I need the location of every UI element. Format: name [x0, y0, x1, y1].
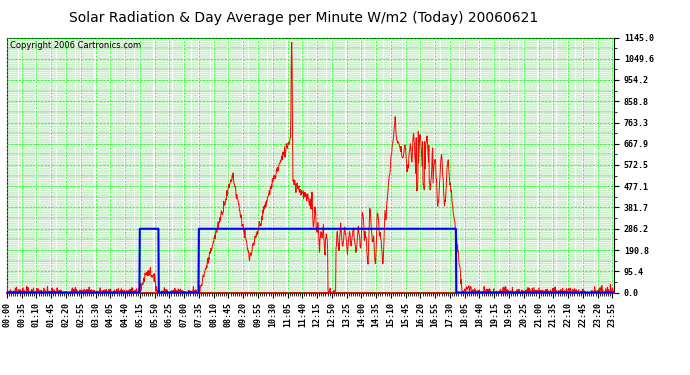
Text: Copyright 2006 Cartronics.com: Copyright 2006 Cartronics.com — [10, 41, 141, 50]
Text: Solar Radiation & Day Average per Minute W/m2 (Today) 20060621: Solar Radiation & Day Average per Minute… — [69, 11, 538, 25]
